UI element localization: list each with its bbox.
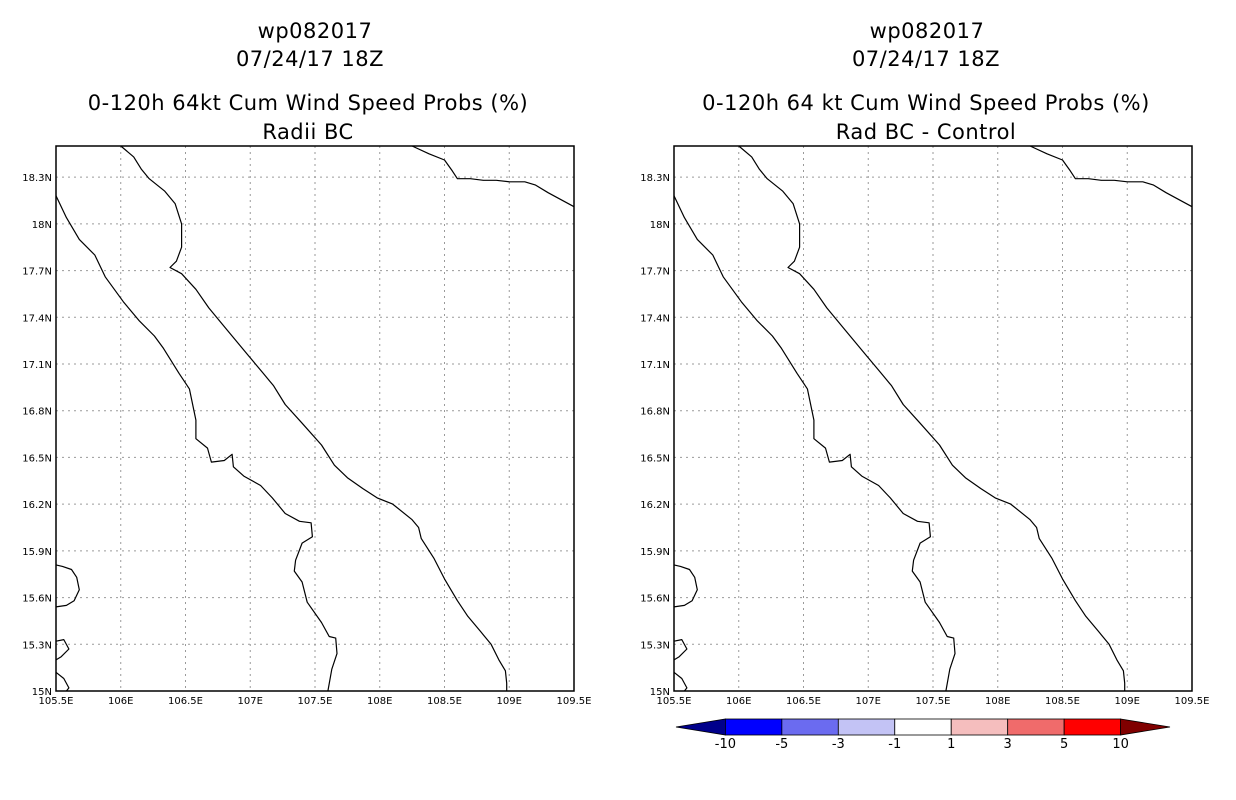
left-datetime: 07/24/17 18Z bbox=[236, 47, 384, 71]
colorbar-label: 5 bbox=[1060, 737, 1068, 752]
left-y-tick-label: 17.1N bbox=[22, 360, 52, 371]
right-y-tick-label: 18.3N bbox=[640, 173, 670, 184]
left-x-tick-label: 106.5E bbox=[168, 696, 203, 707]
right-coast-ne bbox=[1029, 145, 1193, 208]
right-gridlines bbox=[674, 146, 1192, 691]
panel-right: wp082017 07/24/17 18Z 0-120h 64 kt Cum W… bbox=[640, 19, 1209, 707]
colorbar-label: -1 bbox=[888, 737, 901, 752]
colorbar-label: 10 bbox=[1112, 737, 1129, 752]
left-coastlines bbox=[55, 145, 575, 692]
right-x-tick-label: 108E bbox=[985, 696, 1010, 707]
right-datetime: 07/24/17 18Z bbox=[852, 47, 1000, 71]
left-coast-main bbox=[55, 195, 338, 692]
left-x-tick-label: 107E bbox=[238, 696, 263, 707]
colorbar-label: -5 bbox=[775, 737, 788, 752]
colorbar-right-arrow bbox=[1120, 718, 1171, 736]
colorbar-segment bbox=[950, 718, 1009, 736]
colorbar-label: 3 bbox=[1004, 737, 1012, 752]
right-y-tick-label: 18N bbox=[650, 220, 670, 231]
left-y-tick-label: 17.7N bbox=[22, 267, 52, 278]
right-coast-north bbox=[738, 145, 1126, 691]
left-x-tick-label: 109.5E bbox=[557, 696, 592, 707]
left-y-tick-label: 17.4N bbox=[22, 313, 52, 324]
left-island-sw-c bbox=[55, 671, 70, 692]
left-y-tick-label: 18N bbox=[32, 220, 52, 231]
right-x-tick-label: 105.5E bbox=[657, 696, 692, 707]
colorbar-segment bbox=[725, 718, 783, 736]
right-x-tick-label: 109E bbox=[1115, 696, 1140, 707]
colorbar-segment bbox=[1007, 718, 1065, 736]
right-coastlines bbox=[673, 145, 1193, 692]
left-y-tick-label: 15.3N bbox=[22, 640, 52, 651]
left-coast-north bbox=[120, 145, 508, 691]
panel-left: wp082017 07/24/17 18Z 0-120h 64kt Cum Wi… bbox=[22, 19, 591, 707]
right-y-tick-label: 17.1N bbox=[640, 360, 670, 371]
colorbar-label: -3 bbox=[832, 737, 845, 752]
left-chart-title: 0-120h 64kt Cum Wind Speed Probs (%) bbox=[88, 91, 528, 115]
right-chart-title: 0-120h 64 kt Cum Wind Speed Probs (%) bbox=[702, 91, 1150, 115]
right-coast-main bbox=[673, 195, 956, 692]
right-x-tick-label: 108.5E bbox=[1045, 696, 1080, 707]
left-y-tick-label: 15N bbox=[32, 687, 52, 698]
colorbar-segment bbox=[1063, 718, 1121, 736]
left-y-tick-label: 15.6N bbox=[22, 594, 52, 605]
left-x-tick-label: 106E bbox=[108, 696, 133, 707]
left-y-tick-label: 16.2N bbox=[22, 500, 52, 511]
left-x-tick-label: 108E bbox=[367, 696, 392, 707]
right-x-tick-label: 106E bbox=[726, 696, 751, 707]
left-map-frame bbox=[55, 145, 575, 692]
left-y-tick-label: 18.3N bbox=[22, 173, 52, 184]
right-storm-id: wp082017 bbox=[870, 19, 985, 43]
colorbar-left-arrow bbox=[675, 718, 726, 736]
right-y-tick-label: 17.7N bbox=[640, 267, 670, 278]
right-x-tick-label: 109.5E bbox=[1175, 696, 1210, 707]
right-y-tick-label: 17.4N bbox=[640, 313, 670, 324]
colorbar: -10 -5 -3 -1 1 3 5 10 bbox=[675, 718, 1171, 752]
right-x-tick-label: 107.5E bbox=[916, 696, 951, 707]
right-y-tick-label: 15.3N bbox=[640, 640, 670, 651]
colorbar-segment bbox=[781, 718, 839, 736]
right-y-tick-labels: 15N 15.3N 15.6N 15.9N 16.2N 16.5N 16.8N 17.1N 17… bbox=[640, 173, 670, 698]
right-y-tick-label: 16.8N bbox=[640, 407, 670, 418]
left-x-tick-label: 107.5E bbox=[298, 696, 333, 707]
left-y-tick-labels: 15N 15.3N 15.6N 15.9N 16.2N 16.5N 16.8N 17.1N 17… bbox=[22, 173, 52, 698]
right-x-tick-label: 107E bbox=[856, 696, 881, 707]
colorbar-segment bbox=[837, 718, 896, 736]
right-island-sw-b bbox=[673, 638, 688, 661]
left-storm-id: wp082017 bbox=[258, 19, 373, 43]
colorbar-segment bbox=[894, 718, 952, 736]
right-y-tick-label: 15.6N bbox=[640, 594, 670, 605]
right-x-tick-label: 106.5E bbox=[786, 696, 821, 707]
left-island-sw-b bbox=[55, 638, 70, 661]
right-island-sw-c bbox=[673, 671, 688, 692]
right-map-frame bbox=[673, 145, 1193, 692]
right-y-tick-label: 16.2N bbox=[640, 500, 670, 511]
right-y-tick-label: 15.9N bbox=[640, 547, 670, 558]
left-y-tick-label: 16.5N bbox=[22, 453, 52, 464]
left-x-tick-label: 108.5E bbox=[427, 696, 462, 707]
right-x-tick-labels: 105.5E 106E 106.5E 107E 107.5E 108E 108.5E 109E… bbox=[657, 696, 1210, 707]
right-island-sw-a bbox=[673, 564, 698, 608]
left-chart-subtitle: Radii BC bbox=[262, 120, 353, 144]
colorbar-label: -10 bbox=[715, 737, 736, 752]
right-y-tick-label: 15N bbox=[650, 687, 670, 698]
left-gridlines bbox=[56, 146, 574, 691]
left-island-sw-a bbox=[55, 564, 80, 608]
left-y-tick-label: 15.9N bbox=[22, 547, 52, 558]
right-chart-subtitle: Rad BC - Control bbox=[836, 120, 1017, 144]
left-coast-ne bbox=[411, 145, 575, 208]
left-x-tick-label: 105.5E bbox=[39, 696, 74, 707]
left-x-tick-labels: 105.5E 106E 106.5E 107E 107.5E 108E 108.5E 109E… bbox=[39, 696, 592, 707]
colorbar-label: 1 bbox=[947, 737, 955, 752]
left-x-tick-label: 109E bbox=[497, 696, 522, 707]
left-y-tick-label: 16.8N bbox=[22, 407, 52, 418]
right-y-tick-label: 16.5N bbox=[640, 453, 670, 464]
